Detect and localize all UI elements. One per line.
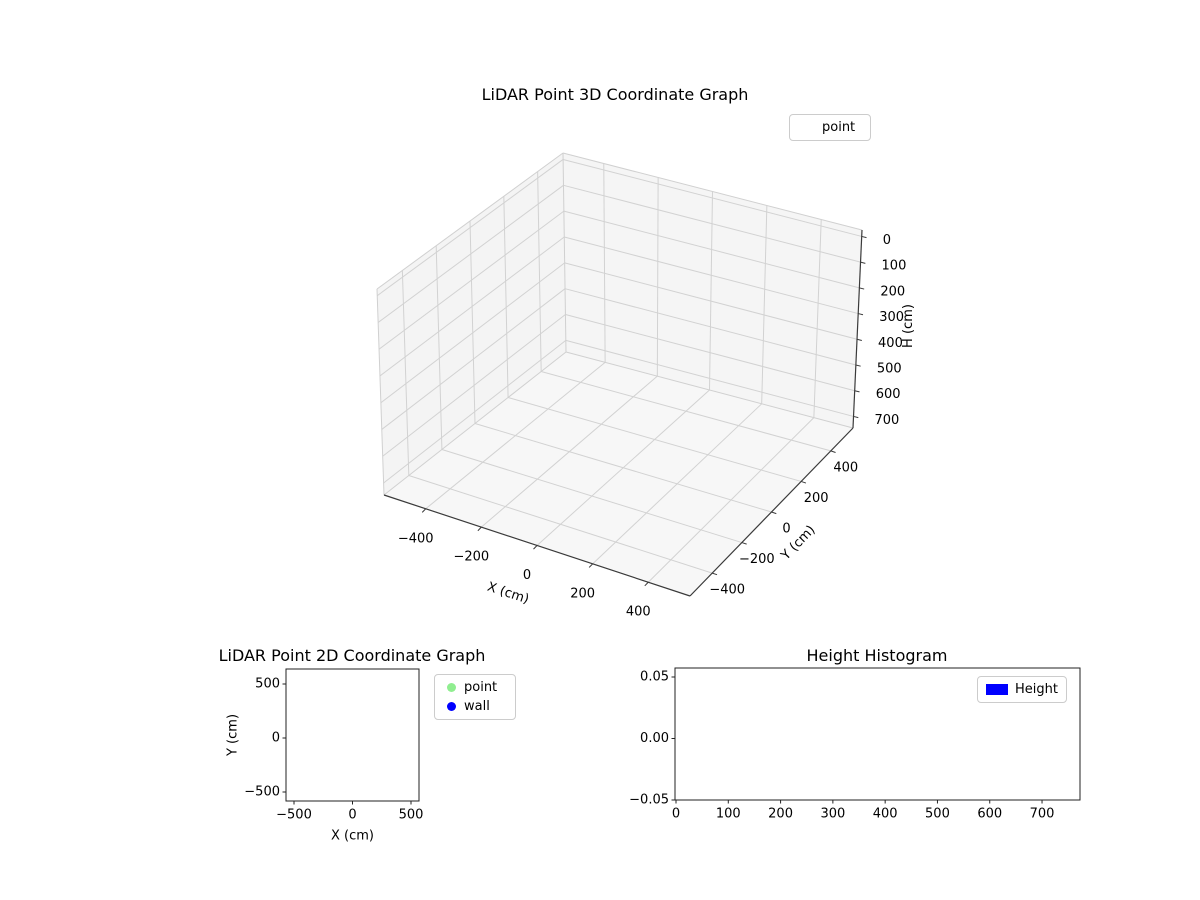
svg-text:400: 400: [626, 605, 651, 620]
legend-label-point-3d: point: [822, 120, 856, 135]
svg-text:−400: −400: [709, 583, 745, 598]
legend-row-height: Height: [986, 680, 1058, 699]
svg-text:600: 600: [977, 807, 1002, 822]
svg-text:700: 700: [875, 413, 900, 428]
svg-text:0.00: 0.00: [640, 731, 669, 746]
point-marker-icon: [447, 683, 456, 692]
legend-label-point: point: [464, 680, 498, 695]
histogram-title: Height Histogram: [806, 646, 948, 665]
svg-text:500: 500: [925, 807, 950, 822]
svg-text:−400: −400: [398, 531, 434, 546]
legend-row-wall: wall: [443, 697, 507, 716]
legend-row-point-3d: point: [798, 118, 862, 137]
svg-text:200: 200: [880, 284, 905, 299]
plot-2d: −500 0 500 500 0 −500 X (cm) Y (cm): [226, 668, 424, 844]
plot-3d: −400 −200 0 200 400 −400 −200 0 200 400 0 100 200 300…: [376, 152, 916, 620]
svg-text:400: 400: [878, 336, 903, 351]
legend-label-height: Height: [1015, 682, 1058, 697]
svg-text:200: 200: [804, 491, 829, 506]
svg-text:−0.05: −0.05: [629, 793, 669, 808]
svg-text:100: 100: [882, 259, 907, 274]
plot3d-title: LiDAR Point 3D Coordinate Graph: [481, 85, 749, 104]
legend-row-point: point: [443, 678, 507, 697]
svg-text:X (cm): X (cm): [331, 829, 374, 844]
svg-text:0: 0: [782, 522, 790, 537]
svg-text:0.05: 0.05: [640, 670, 669, 685]
plot-histogram: 0 100 200 300 400 500 600 700 0.05 0.00 −0.05: [629, 667, 1081, 822]
legend-3d: point: [789, 114, 871, 141]
svg-text:Y (cm): Y (cm): [226, 714, 241, 757]
svg-text:X (cm): X (cm): [485, 580, 531, 608]
wall-marker-icon: [447, 702, 456, 711]
svg-text:−500: −500: [276, 808, 312, 823]
height-marker-icon: [986, 684, 1008, 695]
svg-text:500: 500: [255, 677, 280, 692]
svg-text:500: 500: [877, 362, 902, 377]
svg-text:−500: −500: [244, 785, 280, 800]
svg-text:500: 500: [399, 808, 424, 823]
svg-text:400: 400: [833, 460, 858, 475]
svg-text:100: 100: [716, 807, 741, 822]
plot2d-title: LiDAR Point 2D Coordinate Graph: [218, 646, 486, 665]
legend-histogram: Height: [977, 676, 1067, 703]
svg-text:0: 0: [348, 808, 356, 823]
svg-text:600: 600: [876, 387, 901, 402]
svg-text:0: 0: [672, 807, 680, 822]
svg-text:0: 0: [883, 233, 891, 248]
svg-text:200: 200: [768, 807, 793, 822]
svg-text:300: 300: [879, 310, 904, 325]
point-marker-3d-icon: [798, 123, 822, 133]
legend-2d: point wall: [434, 674, 516, 720]
svg-text:400: 400: [873, 807, 898, 822]
svg-text:H (cm): H (cm): [901, 304, 916, 348]
svg-text:−200: −200: [739, 552, 775, 567]
svg-text:700: 700: [1030, 807, 1055, 822]
svg-text:0: 0: [272, 731, 280, 746]
svg-text:−200: −200: [454, 550, 490, 565]
svg-text:300: 300: [820, 807, 845, 822]
legend-label-wall: wall: [464, 699, 490, 714]
svg-text:200: 200: [570, 586, 595, 601]
svg-text:0: 0: [523, 568, 531, 583]
